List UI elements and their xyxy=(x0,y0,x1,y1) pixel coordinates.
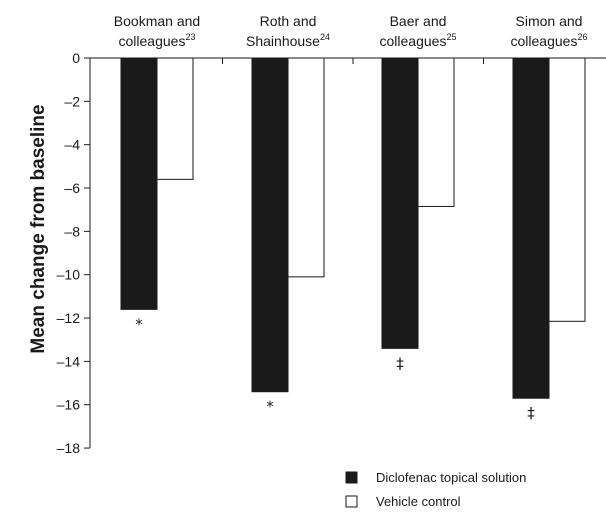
category-label-line2: Shainhouse24 xyxy=(246,32,330,49)
legend: Diclofenac topical solution Vehicle contr… xyxy=(345,470,526,509)
bars: * * ‡ ‡ xyxy=(120,57,586,422)
axes: 0 –2 –4 –6 –8 –10 –12 –14 –16 –18 xyxy=(57,50,606,456)
category-ref-superscript: 24 xyxy=(320,32,330,42)
bar-vehicle xyxy=(156,57,194,180)
y-tick-label: –14 xyxy=(57,353,81,369)
category-label-line1: Bookman and xyxy=(114,13,200,29)
category-label-line1: Simon and xyxy=(516,13,583,29)
category-label-line2: colleagues23 xyxy=(119,32,196,49)
y-tick-label: –12 xyxy=(57,310,81,326)
bar-diclofenac xyxy=(381,57,419,349)
bar-vehicle xyxy=(548,57,586,322)
significance-marker: ‡ xyxy=(396,354,404,372)
significance-marker: ‡ xyxy=(527,404,535,422)
y-tick-label: –18 xyxy=(57,440,81,456)
bar-vehicle xyxy=(417,57,455,207)
y-tick-label: –2 xyxy=(64,93,80,109)
legend-swatch xyxy=(345,471,358,484)
bar-diclofenac xyxy=(120,57,158,310)
y-tick-label: –6 xyxy=(64,180,80,196)
bar-vehicle xyxy=(287,57,325,278)
significance-marker: * xyxy=(135,315,143,333)
y-axis-label: Mean change from baseline xyxy=(28,104,49,353)
legend-label: Vehicle control xyxy=(376,494,461,509)
category-label-line1: Roth and xyxy=(260,13,317,29)
category-ref-superscript: 25 xyxy=(446,32,456,42)
y-tick-label: –8 xyxy=(64,223,80,239)
y-tick-label: –16 xyxy=(57,397,81,413)
category-ref-superscript: 23 xyxy=(185,32,195,42)
y-tick-label: 0 xyxy=(72,50,80,66)
significance-marker: * xyxy=(266,398,274,416)
bar-diclofenac xyxy=(512,57,550,399)
bar-diclofenac xyxy=(251,57,289,393)
y-tick-label: –4 xyxy=(64,137,80,153)
category-ref-superscript: 26 xyxy=(577,32,587,42)
y-tick-label: –10 xyxy=(57,267,81,283)
category-label-line1: Baer and xyxy=(390,13,447,29)
legend-swatch xyxy=(345,495,358,508)
legend-label: Diclofenac topical solution xyxy=(376,470,526,485)
category-label-line2: colleagues25 xyxy=(380,32,457,49)
category-labels: Bookman and colleagues23 Roth and Shainhous… xyxy=(114,13,588,49)
category-label-line2: colleagues26 xyxy=(511,32,588,49)
